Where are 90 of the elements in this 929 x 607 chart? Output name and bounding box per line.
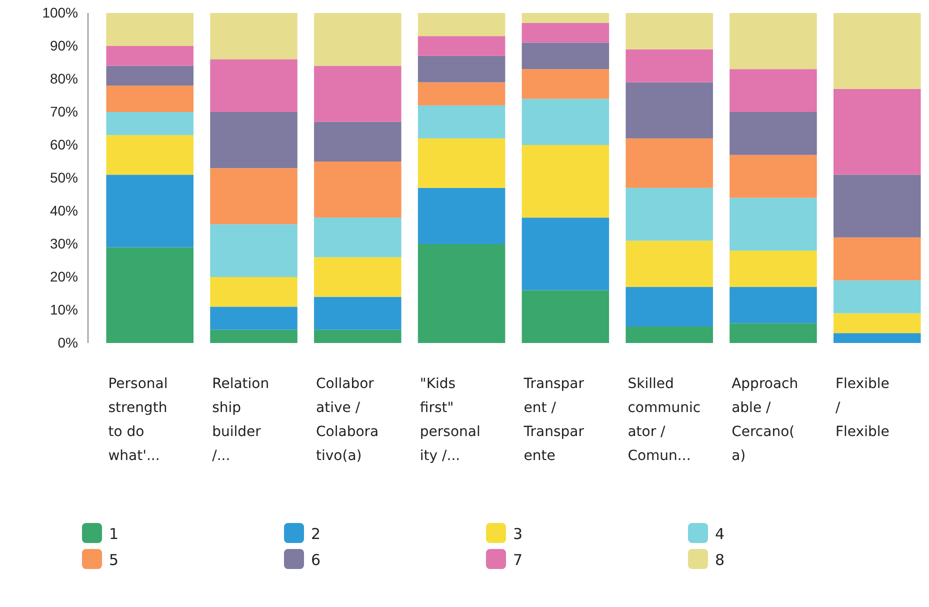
y-tick-label: 10% bbox=[50, 301, 78, 318]
bar bbox=[314, 257, 402, 297]
bar bbox=[833, 313, 921, 334]
bar bbox=[314, 66, 402, 122]
bar bbox=[833, 237, 921, 280]
bar bbox=[210, 224, 298, 277]
x-tick-label: Flexible / Flexible bbox=[835, 376, 890, 440]
bar bbox=[106, 13, 194, 46]
y-tick-label: 60% bbox=[50, 136, 78, 152]
x-tick-label: Collabor ative / Colabora tivo(a) bbox=[316, 376, 379, 464]
legend-label: 3 bbox=[513, 525, 523, 543]
bar bbox=[730, 13, 817, 70]
bar bbox=[418, 138, 506, 188]
legend-label: 4 bbox=[715, 525, 725, 543]
bar bbox=[833, 13, 921, 89]
legend-label: 5 bbox=[109, 551, 119, 569]
bar bbox=[314, 162, 402, 218]
bar bbox=[833, 280, 921, 314]
x-tick-label: Personal strength to do what'... bbox=[108, 376, 168, 464]
bar bbox=[730, 250, 817, 287]
bar bbox=[210, 112, 298, 168]
bar bbox=[626, 82, 713, 138]
x-tick-label: Transpar ent / Transpar ente bbox=[522, 376, 584, 464]
bar bbox=[106, 112, 194, 136]
bar bbox=[833, 333, 921, 343]
bar bbox=[626, 188, 713, 241]
x-tick-label: "Kids first" personal ity /... bbox=[420, 376, 480, 464]
legend-label: 1 bbox=[109, 525, 119, 543]
bar bbox=[418, 188, 506, 244]
bar bbox=[418, 82, 506, 106]
y-tick-label: 20% bbox=[50, 268, 78, 284]
bar bbox=[522, 218, 610, 290]
y-tick-label: 90% bbox=[50, 37, 78, 54]
bar bbox=[106, 86, 194, 112]
y-tick-label: 50% bbox=[50, 169, 78, 186]
bar bbox=[106, 66, 194, 86]
y-tick-label: 80% bbox=[50, 70, 78, 86]
x-tick-label: Approach able / Cercano( a) bbox=[732, 376, 798, 464]
bar bbox=[626, 49, 713, 82]
legend-label: 6 bbox=[311, 551, 321, 569]
bar bbox=[210, 59, 298, 112]
bar bbox=[730, 323, 817, 343]
bar bbox=[314, 13, 402, 66]
bar bbox=[833, 88, 921, 175]
legend-label: 8 bbox=[715, 551, 725, 569]
y-tick-label: 0% bbox=[58, 334, 78, 350]
y-tick-label: 100% bbox=[42, 4, 78, 20]
bar bbox=[522, 145, 610, 218]
bar bbox=[833, 174, 921, 238]
bar bbox=[730, 286, 817, 324]
y-tick-label: 70% bbox=[50, 103, 78, 120]
bar bbox=[626, 240, 713, 287]
y-tick-label: 40% bbox=[50, 202, 78, 218]
bar bbox=[626, 138, 713, 188]
bar bbox=[522, 69, 610, 99]
bar bbox=[418, 105, 506, 138]
bar bbox=[106, 135, 194, 175]
bar bbox=[730, 112, 817, 155]
bar bbox=[210, 277, 298, 307]
bar bbox=[106, 46, 194, 66]
bar bbox=[522, 42, 610, 70]
bar bbox=[418, 244, 506, 343]
bar bbox=[626, 286, 713, 326]
bar bbox=[418, 36, 506, 56]
bar bbox=[418, 56, 506, 82]
bar bbox=[418, 13, 506, 36]
bar bbox=[522, 22, 610, 43]
bar bbox=[210, 13, 298, 60]
bar bbox=[730, 198, 817, 251]
x-tick-label: Skilled communic ator / Comun... bbox=[628, 376, 701, 464]
bar bbox=[522, 98, 610, 145]
bar bbox=[314, 218, 402, 258]
bar bbox=[210, 330, 298, 343]
bar bbox=[210, 168, 298, 224]
bar bbox=[626, 326, 713, 343]
bar bbox=[314, 330, 402, 343]
bar bbox=[106, 174, 194, 248]
y-tick-label: 30% bbox=[50, 235, 78, 252]
legend-label: 7 bbox=[513, 551, 523, 569]
legend-label: 2 bbox=[311, 525, 321, 543]
bar bbox=[730, 154, 817, 198]
bar bbox=[626, 13, 713, 50]
bar bbox=[106, 247, 194, 343]
bar bbox=[314, 122, 402, 162]
x-tick-label: Relation ship builder /... bbox=[212, 376, 270, 464]
bar bbox=[314, 296, 402, 330]
bar bbox=[730, 69, 817, 112]
bar bbox=[522, 13, 610, 23]
bar bbox=[522, 290, 610, 343]
bar bbox=[210, 306, 298, 330]
